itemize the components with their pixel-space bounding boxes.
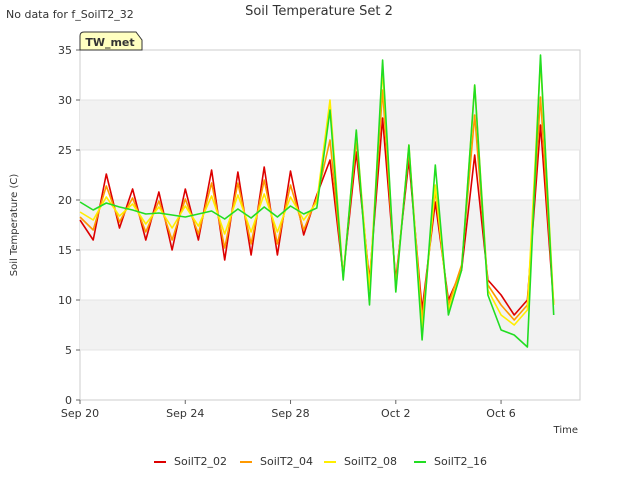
legend: SoilT2_02 SoilT2_04 SoilT2_08 SoilT2_16 bbox=[154, 455, 487, 468]
y-tick-label: 30 bbox=[58, 94, 72, 107]
y-tick-label: 20 bbox=[58, 194, 72, 207]
legend-label: SoilT2_16 bbox=[434, 455, 487, 468]
y-tick-label: 35 bbox=[58, 44, 72, 57]
plot-area: 0 5 10 15 20 25 30 35 Sep 20 Sep 24 Sep 28 Oct 2 Oc… bbox=[58, 44, 581, 420]
grid-band bbox=[80, 300, 580, 350]
y-tick-label: 25 bbox=[58, 144, 72, 157]
y-axis-label: Soil Temperature (C) bbox=[9, 174, 20, 277]
x-tick-label: Sep 20 bbox=[61, 407, 99, 420]
x-tick-label: Sep 28 bbox=[271, 407, 309, 420]
badge-label: TW_met bbox=[85, 36, 134, 49]
no-data-note: No data for f_SoilT2_32 bbox=[6, 8, 134, 21]
x-axis-label: Time bbox=[553, 425, 578, 436]
y-tick-label: 10 bbox=[58, 294, 72, 307]
legend-label: SoilT2_02 bbox=[174, 455, 227, 468]
y-tick-label: 15 bbox=[58, 244, 72, 257]
legend-item: SoilT2_02 bbox=[154, 455, 227, 468]
tw-met-badge: TW_met bbox=[79, 31, 143, 51]
x-axis: Sep 20 Sep 24 Sep 28 Oct 2 Oct 6 bbox=[61, 400, 516, 420]
grid-bands bbox=[80, 99, 580, 351]
x-tick-label: Sep 24 bbox=[166, 407, 204, 420]
x-tick-label: Oct 6 bbox=[486, 407, 516, 420]
x-tick-label: Oct 2 bbox=[381, 407, 411, 420]
y-tick-label: 5 bbox=[65, 344, 72, 357]
legend-item: SoilT2_16 bbox=[414, 455, 487, 468]
legend-label: SoilT2_08 bbox=[344, 455, 397, 468]
badge-shape bbox=[79, 31, 143, 51]
legend-item: SoilT2_08 bbox=[324, 455, 397, 468]
legend-item: SoilT2_04 bbox=[240, 455, 313, 468]
y-axis: 0 5 10 15 20 25 30 35 bbox=[58, 44, 80, 407]
legend-label: SoilT2_04 bbox=[260, 455, 313, 468]
y-tick-label: 0 bbox=[65, 394, 72, 407]
series-lines bbox=[79, 54, 555, 348]
chart-title: Soil Temperature Set 2 bbox=[245, 4, 393, 19]
series-line-soilt2_16 bbox=[79, 54, 555, 348]
